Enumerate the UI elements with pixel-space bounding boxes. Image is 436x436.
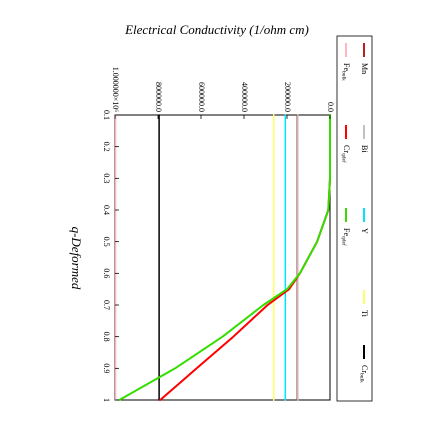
y-axis-title: Electrical Conductivity (1/ohm cm) — [124, 22, 309, 37]
x-axis: 0.1 0.2 0.3 0.4 0.5 0.6 0.7 0.8 0.9 1 — [102, 110, 119, 402]
legend-label: Ti — [360, 310, 369, 318]
x-tick-label: 0.9 — [102, 363, 111, 373]
x-tick-label: 0.8 — [102, 332, 111, 342]
legend-label: Mn — [360, 63, 369, 74]
x-tick-label: 0.1 — [102, 110, 111, 120]
legend-label: Febulk — [340, 63, 351, 81]
legend-label: Bi — [360, 145, 369, 153]
y-tick-label: 400000.0 — [240, 82, 249, 112]
x-tick-label: 0.6 — [102, 268, 111, 278]
x-tick-label: 1 — [102, 398, 111, 402]
legend-box — [336, 35, 373, 402]
y-tick-label: 1.000000×10⁶ — [111, 67, 120, 113]
y-tick-label: 0.0 — [326, 102, 335, 112]
legend: Mn Bi Y Ti Crbulk Febulk Crqdef Feqdef — [336, 35, 373, 402]
x-tick-label: 0.7 — [102, 300, 111, 310]
x-tick-label: 0.2 — [102, 142, 111, 152]
series-group — [114, 114, 331, 401]
legend-label: Crbulk — [358, 365, 369, 383]
legend-label: Feqdef — [340, 228, 351, 246]
x-tick-label: 0.4 — [102, 205, 111, 215]
legend-label: Y — [360, 228, 369, 234]
series-line-cr-qdef — [159, 114, 331, 401]
y-axis: 0.0 200000.0 400000.0 600000.0 800000.0 1.000… — [111, 67, 335, 119]
x-axis-title: q-Deformed — [69, 227, 84, 290]
y-tick-label: 800000.0 — [154, 82, 163, 112]
series-line-fe-qdef — [118, 114, 331, 401]
y-tick-label: 600000.0 — [197, 82, 206, 112]
x-tick-label: 0.3 — [102, 173, 111, 183]
legend-label: Crqdef — [340, 145, 351, 163]
y-tick-label: 200000.0 — [283, 82, 292, 112]
x-tick-label: 0.5 — [102, 237, 111, 247]
